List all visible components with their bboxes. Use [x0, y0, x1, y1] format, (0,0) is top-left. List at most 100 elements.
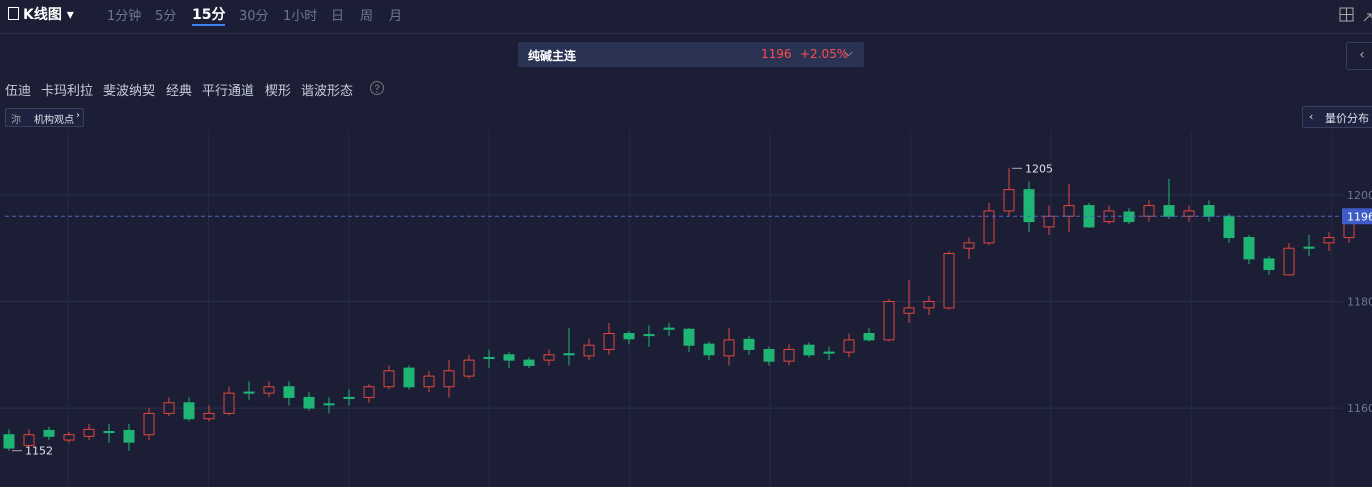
candle-body [583, 344, 595, 357]
y-tick-label: 1200 [1347, 189, 1372, 202]
candle-body [1043, 215, 1055, 228]
candle-body [1003, 189, 1015, 212]
candle-body [463, 359, 475, 377]
candle-body [323, 403, 335, 406]
icon: 沵 [11, 115, 21, 126]
tool[interactable]: 平行通道 [202, 84, 255, 99]
candle-body [443, 370, 455, 388]
candle-body [383, 370, 395, 388]
arrow: › [76, 110, 80, 121]
candle-body [843, 339, 855, 353]
candle-body [923, 301, 935, 309]
candle-body [683, 328, 695, 346]
candle-body [803, 344, 815, 356]
symbol-header[interactable]: 纯碱主连 1196 +2.05% ⌵ [518, 42, 864, 67]
candle-body [1203, 205, 1215, 217]
candle-body [1163, 205, 1175, 217]
arrow: ‹ [1309, 110, 1314, 123]
chart-kind[interactable]: K线图 ▾ [8, 4, 74, 24]
candle-body [1283, 247, 1295, 276]
candle-body [1223, 215, 1235, 239]
candle-body [643, 334, 655, 337]
candle-body [783, 348, 795, 362]
candle-body [943, 253, 955, 309]
candle-body [603, 332, 615, 350]
symbol-price: 1196 [761, 47, 792, 61]
timeframe[interactable]: 30分 [239, 9, 269, 24]
tool[interactable]: 经典 [166, 84, 193, 99]
candle-body [903, 307, 915, 314]
tool[interactable]: 楔形 [265, 84, 292, 99]
views-label: 机构观点 [34, 115, 74, 126]
last-price-label: 1196 [1347, 210, 1372, 223]
candle-body [503, 354, 515, 361]
candle-body [1063, 205, 1075, 217]
candle-body [1263, 258, 1275, 271]
last-price-tag [1342, 208, 1372, 225]
candle-body [343, 396, 355, 399]
candle-body [283, 386, 295, 398]
candle-body [723, 339, 735, 357]
volume-profile-button[interactable]: ‹ 量价分布 [1302, 106, 1372, 128]
candle-body [663, 327, 675, 330]
candle-body [823, 351, 835, 354]
candle-body [403, 367, 415, 388]
dropdown-arrow: ⌵ [844, 45, 854, 59]
timeframe[interactable]: 月 [389, 9, 403, 24]
tool[interactable]: 伍迪 [5, 84, 32, 99]
candle-body [1243, 237, 1255, 260]
extreme-label: 1205 [1025, 162, 1053, 175]
tool[interactable]: 谐波形态 [301, 84, 354, 99]
y-tick-label: 1160 [1347, 402, 1372, 415]
help-icon[interactable] [369, 80, 385, 96]
candle-body [763, 348, 775, 362]
candle-body [963, 242, 975, 249]
candle-body [1143, 205, 1155, 217]
candle-body [103, 431, 115, 434]
symbol-name: 纯碱主连 [528, 49, 577, 63]
icon [8, 7, 19, 20]
candle-body [143, 412, 155, 436]
volume-profile-label: 量价分布 [1325, 112, 1369, 125]
timeframe[interactable]: 1分钟 [107, 9, 142, 24]
candle-body [43, 429, 55, 437]
candle-body [203, 412, 215, 420]
candle-body [623, 332, 635, 340]
symbol-change: +2.05% [800, 47, 849, 61]
timeframe[interactable]: 周 [360, 9, 374, 24]
timeframe[interactable]: 日 [331, 9, 345, 24]
tool[interactable]: 卡玛利拉 [41, 84, 94, 99]
top-bar: K线图 ▾ 1分钟 5分 15分 30分 1小时日周月 [0, 0, 1372, 34]
timeframe[interactable]: 15分 [192, 4, 226, 26]
candle-body [563, 353, 575, 356]
candle-body [1323, 237, 1335, 244]
candle-body [183, 402, 195, 420]
candle-body [83, 428, 95, 437]
candle-body [63, 434, 75, 441]
timeframe[interactable]: 1小时 [283, 9, 318, 24]
candle-body [863, 332, 875, 341]
candle-body [743, 338, 755, 350]
tool[interactable]: 斐波纳契 [103, 84, 156, 99]
candle-body [1303, 246, 1315, 249]
icons [1339, 7, 1372, 22]
candle-body [163, 402, 175, 414]
candle-body [1183, 210, 1195, 217]
candle-body [303, 396, 315, 409]
candle-body [483, 356, 495, 360]
candle-body [1023, 189, 1035, 223]
collapse-button[interactable]: ‹ [1346, 42, 1372, 70]
timeframe[interactable]: 5分 [155, 9, 177, 24]
candle-body [423, 375, 435, 388]
candle-body [123, 429, 135, 443]
candle-body [3, 434, 15, 449]
chart-kind-label: K线图 [23, 7, 62, 23]
views-button[interactable]: 沵 机构观点 › [5, 108, 84, 127]
candle-body [363, 386, 375, 398]
candle-body [263, 386, 275, 394]
extreme-label: 1152 [25, 445, 53, 458]
candle-body [983, 210, 995, 244]
candle-body [703, 343, 715, 356]
